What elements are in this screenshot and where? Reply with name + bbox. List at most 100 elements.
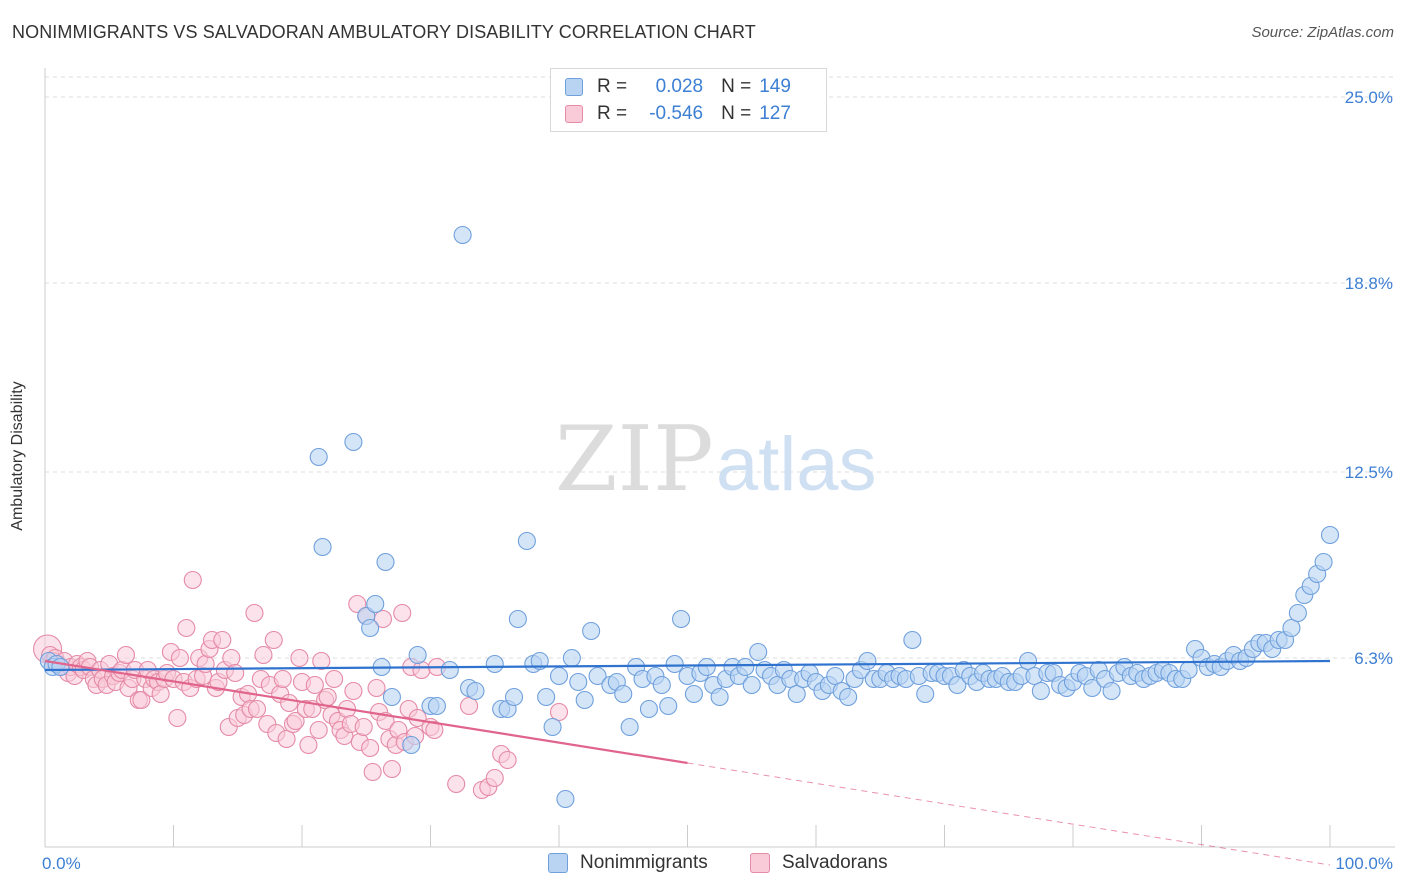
nonimmigrants-point [588,666,607,686]
y-tick-label: 6.3% [1354,649,1393,668]
watermark-zip: ZIP [555,407,714,512]
nonimmigrants-point [916,684,935,704]
nonimmigrants-point [614,684,633,704]
salvadorans-point [222,648,241,668]
bottom-legend-label: Salvadorans [782,852,888,873]
nonimmigrants-point [697,657,716,677]
nonimmigrants-point [787,684,806,704]
x-tick-label: 100.0% [1335,854,1393,873]
y-axis-label-wrap: Ambulatory Disability [9,381,27,530]
bottom-legend-swatch-pink [750,853,770,873]
salvadorans-point [549,702,569,722]
legend-r-label: R = [597,103,628,124]
nonimmigrants-point [569,672,588,692]
salvadorans-point [312,651,331,671]
nonimmigrants-point [903,630,922,650]
nonimmigrants-point [736,657,755,677]
salvadorans-point [183,570,202,590]
nonimmigrants-point [549,666,569,686]
salvadorans-point [348,594,367,614]
legend-r-value: 0.028 [655,76,704,97]
nonimmigrants-point [684,684,703,704]
nonimmigrants-point [344,432,363,452]
nonimmigrants-point [562,648,581,668]
salvadorans-point [277,729,296,749]
salvadorans-point [299,735,318,755]
stats-legend: R = 0.028 N = 149 R = -0.546 N = 127 [550,68,827,132]
nonimmigrants-point [665,654,684,674]
y-axis-label: Ambulatory Disability [9,381,26,531]
nonimmigrants-point [556,789,575,809]
nonimmigrants-point [826,666,845,686]
salvadorans-point [264,630,283,650]
salvadorans-point [170,648,189,668]
salvadorans-point [318,687,337,707]
nonimmigrants-point [508,609,527,629]
bottom-legend-label: Nonimmigrants [580,852,708,873]
salvadorans-point [363,762,382,782]
salvadorans-point [309,720,328,740]
nonimmigrants-point [1282,618,1301,638]
salvadorans-point [245,603,264,623]
nonimmigrants-point [376,552,395,572]
salvadorans-point [367,678,386,698]
salvadorans-point [254,645,273,665]
nonimmigrants-point [408,645,427,665]
salvadorans-point [286,711,305,731]
nonimmigrants-point [1314,552,1333,572]
nonimmigrants-point [582,621,601,641]
nonimmigrants-point [453,225,472,245]
salvadorans-point [116,645,136,665]
legend-row-salvadorans: R = -0.546 N = 127 [565,102,791,126]
nonimmigrants-point [1102,681,1121,701]
salvadorans-point [425,720,444,740]
nonimmigrants-point [543,717,562,737]
nonimmigrants-trend-line [44,659,1331,672]
salvadorans-point [354,717,373,737]
nonimmigrants-point [1018,651,1038,671]
salvadorans-point [485,768,504,788]
nonimmigrants-point [652,675,671,695]
nonimmigrants-point [620,717,639,737]
nonimmigrants-point [361,618,380,638]
nonimmigrants-point [366,594,385,614]
nonimmigrants-point [659,696,678,716]
salvadorans-point [177,618,196,638]
nonimmigrants-point [749,642,768,662]
chart-title: NONIMMIGRANTS VS SALVADORAN AMBULATORY D… [12,22,756,42]
x-tick-label: 0.0% [42,854,81,873]
salvadorans-points [33,570,569,800]
salvadorans-point [361,738,380,758]
nonimmigrants-point [466,681,485,701]
x-tick-labels: 0.0% 100.0% [42,854,1393,873]
bottom-legend-nonimmigrants: Nonimmigrants [548,851,708,875]
legend-r-value: -0.546 [649,103,704,124]
salvadorans-trend-line [44,659,688,765]
nonimmigrants-point [485,654,504,674]
legend-n-label: N = [721,76,752,97]
nonimmigrants-point [517,531,536,551]
nonimmigrants-point [504,687,524,707]
nonimmigrants-point [639,699,659,719]
legend-n-value: 149 [759,76,791,97]
salvadorans-point [226,663,245,683]
legend-row-nonimmigrants: R = 0.028 N = 149 [565,75,791,99]
nonimmigrants-point [313,537,332,557]
salvadorans-point [305,675,324,695]
salvadorans-point [447,774,466,794]
nonimmigrants-point [440,660,459,680]
bottom-legend-swatch-blue [548,853,568,873]
nonimmigrants-point [1320,525,1340,545]
salvadorans-point [213,630,232,650]
watermark-atlas: atlas [716,422,877,507]
salvadorans-point [382,759,402,779]
nonimmigrants-point [1179,660,1198,680]
nonimmigrants-point [575,690,594,710]
nonimmigrants-point [742,675,761,695]
legend-swatch-pink [565,105,583,123]
y-tick-label: 25.0% [1345,88,1393,107]
trend-lines [44,659,1331,866]
salvadorans-point [168,708,187,728]
grid-lines [45,76,1395,659]
